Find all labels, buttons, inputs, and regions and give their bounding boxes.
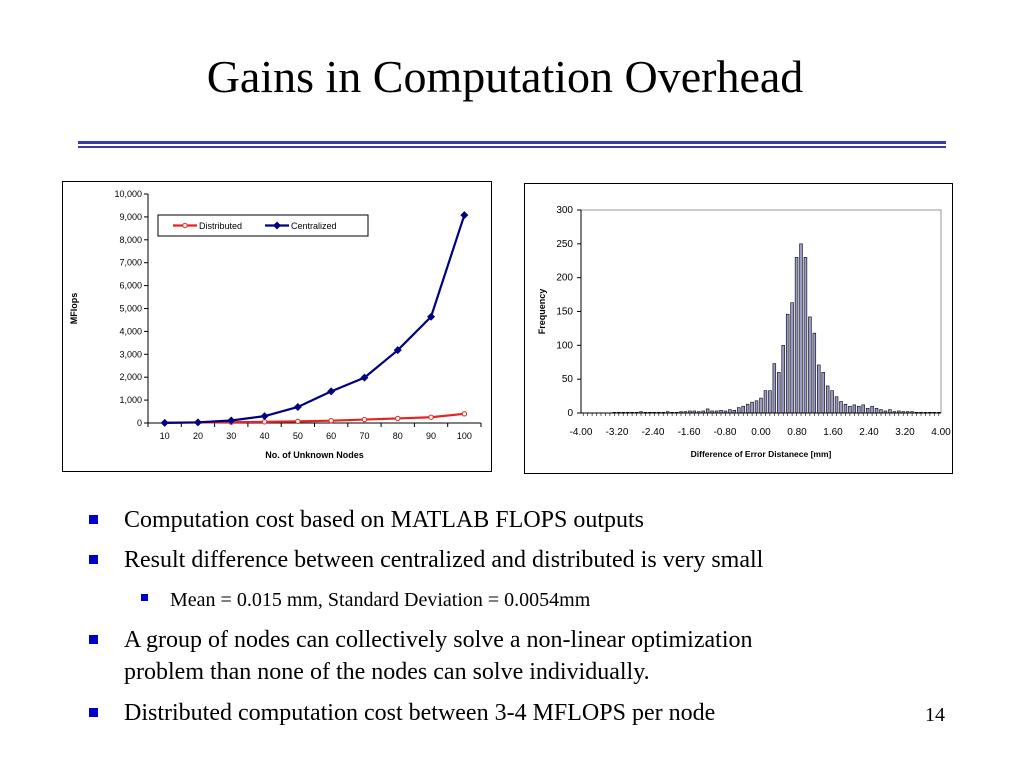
data-point-centralized xyxy=(360,373,369,382)
bullet-marker xyxy=(89,555,98,564)
legend: Distributed Centralized xyxy=(157,214,369,237)
x-tick-label: 4.00 xyxy=(931,427,951,438)
y-tick-label: 7,000 xyxy=(119,258,142,268)
bullet-line: Distributed computation cost between 3-4… xyxy=(124,700,716,726)
y-tick-label: 150 xyxy=(556,307,573,318)
legend-label-centralized: Centralized xyxy=(291,221,337,231)
data-point-centralized xyxy=(393,346,402,355)
bullet-text: A group of nodes can collectively solve … xyxy=(124,624,753,688)
bullet-line: Result difference between centralized an… xyxy=(124,547,764,573)
x-axis-label: Difference of Error Distanece [mm] xyxy=(691,449,832,459)
x-tick-label: 30 xyxy=(226,431,236,441)
bullet-line: Computation cost based on MATLAB FLOPS o… xyxy=(124,507,645,533)
y-tick-label: 250 xyxy=(556,239,573,250)
y-tick-label: 200 xyxy=(556,273,573,284)
x-tick-label: 0.00 xyxy=(751,427,771,438)
y-tick-label: 0 xyxy=(137,418,142,428)
y-tick-label: 1,000 xyxy=(119,395,142,405)
data-point-centralized xyxy=(293,402,302,411)
bullet-line: problem than none of the nodes can solve… xyxy=(124,659,650,685)
y-axis-label: Frequency xyxy=(537,289,547,335)
y-tick-label: 9,000 xyxy=(119,212,142,222)
slide-title: Gains in Computation Overhead xyxy=(206,51,804,102)
x-tick-label: 70 xyxy=(359,431,369,441)
x-tick-label: 90 xyxy=(426,431,436,441)
x-tick-label: 100 xyxy=(457,431,472,441)
x-axis-label: No. of Unknown Nodes xyxy=(265,450,364,460)
bullet-marker xyxy=(89,708,98,717)
x-tick-label: -4.00 xyxy=(570,427,593,438)
y-tick-label: 300 xyxy=(556,205,573,216)
data-point-distributed xyxy=(395,415,401,422)
x-tick-label: 80 xyxy=(393,431,403,441)
legend-label-distributed: Distributed xyxy=(199,221,242,231)
data-point-distributed xyxy=(361,416,368,423)
y-tick-label: 4,000 xyxy=(119,326,142,336)
data-point-centralized xyxy=(327,387,336,396)
plot-area xyxy=(580,209,942,414)
y-tick-label: 3,000 xyxy=(119,349,142,359)
bullet-marker xyxy=(89,635,98,644)
x-tick-label: 10 xyxy=(160,431,170,441)
y-tick-label: 100 xyxy=(556,340,573,351)
data-point-distributed xyxy=(328,418,334,424)
x-tick-label: -0.80 xyxy=(714,427,737,438)
data-point-centralized xyxy=(260,412,269,421)
data-point-centralized xyxy=(227,416,236,425)
x-tick-label: 2.40 xyxy=(859,427,879,438)
y-tick-label: 6,000 xyxy=(119,281,142,291)
data-point-centralized xyxy=(460,211,469,220)
bullet-line: Mean = 0.015 mm, Standard Deviation = 0.… xyxy=(170,589,591,611)
y-tick-label: 2,000 xyxy=(119,372,142,382)
x-tick-label: 50 xyxy=(293,431,303,441)
bullet-text: Computation cost based on MATLAB FLOPS o… xyxy=(124,504,644,536)
y-tick-label: 10,000 xyxy=(114,189,142,199)
series-line-centralized xyxy=(164,214,466,424)
data-point-distributed xyxy=(461,411,468,417)
y-axis-label: MFlops xyxy=(69,293,79,325)
x-tick-label: 40 xyxy=(260,431,270,441)
bullet-marker xyxy=(141,594,148,601)
error-histogram-chart: 0 50 100 150 200 250 300 -4.00 -3.20 -2.40 -1.60 -0… xyxy=(524,183,953,474)
y-tick-label: 5,000 xyxy=(119,304,142,314)
flops-line-chart-svg: 0 1,000 2,000 3,000 4,000 5,000 6,000 7,000 8,00… xyxy=(69,189,482,460)
title-rule-thin xyxy=(78,146,946,148)
bullet-marker xyxy=(89,515,98,524)
x-tick-label: -3.20 xyxy=(606,427,629,438)
legend-marker xyxy=(182,222,188,229)
data-point-centralized xyxy=(193,418,202,427)
x-tick-label: 0.80 xyxy=(787,427,807,438)
bullet-line: A group of nodes can collectively solve … xyxy=(124,627,753,653)
data-point-distributed xyxy=(428,414,434,420)
data-point-distributed xyxy=(295,418,301,425)
flops-line-chart: 0 1,000 2,000 3,000 4,000 5,000 6,000 7,000 8,00… xyxy=(62,181,492,472)
y-tick-label: 50 xyxy=(562,374,574,385)
data-point-centralized xyxy=(160,418,169,427)
data-point-centralized xyxy=(427,312,436,321)
y-tick-label: 0 xyxy=(567,408,573,419)
error-histogram-svg: 0 50 100 150 200 250 300 -4.00 -3.20 -2.40 -1.60 -0… xyxy=(537,205,951,459)
title-rule-thick xyxy=(78,141,946,144)
bullet-text: Result difference between centralized an… xyxy=(124,544,763,576)
y-tick-label: 8,000 xyxy=(119,235,142,245)
x-tick-label: 60 xyxy=(326,431,336,441)
legend-box xyxy=(157,214,369,237)
x-tick-label: 3.20 xyxy=(895,427,915,438)
legend-marker xyxy=(273,221,281,230)
page-number: 14 xyxy=(925,704,945,726)
bullet-text: Mean = 0.015 mm, Standard Deviation = 0.… xyxy=(170,584,590,616)
x-tick-label: -2.40 xyxy=(642,427,665,438)
x-tick-label: 1.60 xyxy=(823,427,843,438)
x-tick-label: -1.60 xyxy=(678,427,701,438)
bullet-text: Distributed computation cost between 3-4… xyxy=(124,697,715,729)
x-tick-label: 20 xyxy=(193,431,203,441)
